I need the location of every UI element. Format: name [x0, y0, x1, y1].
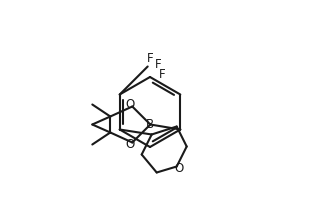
Text: O: O: [174, 162, 183, 175]
Text: F: F: [155, 58, 161, 71]
Text: B: B: [146, 118, 155, 131]
Text: F: F: [146, 52, 153, 65]
Text: O: O: [126, 98, 135, 111]
Text: F: F: [158, 68, 165, 81]
Text: O: O: [126, 138, 135, 151]
